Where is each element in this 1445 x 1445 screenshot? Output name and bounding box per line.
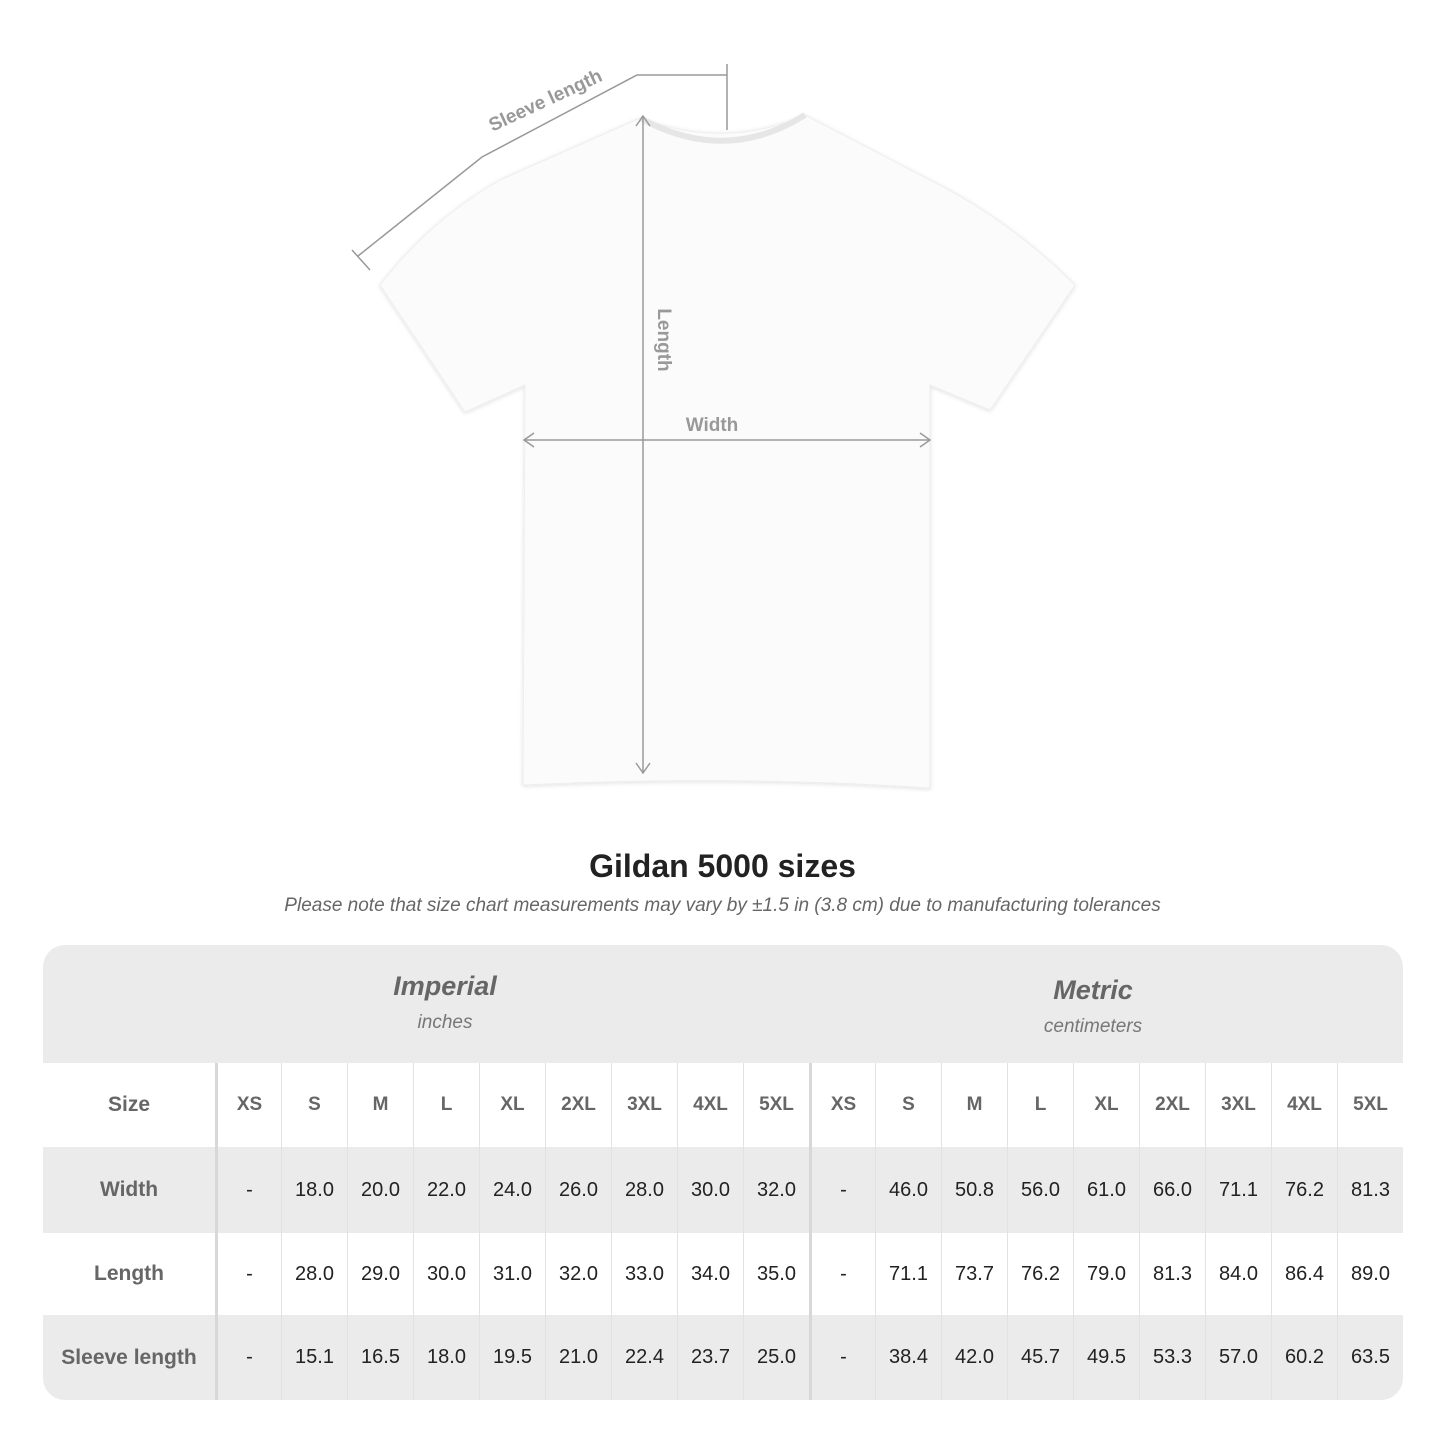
metric-cell: M	[941, 1063, 1007, 1147]
metric-cell: 2XL	[1139, 1063, 1205, 1147]
imperial-cell: 4XL	[677, 1063, 743, 1147]
metric-cell: 73.7	[941, 1233, 1007, 1315]
imperial-cell: 3XL	[611, 1063, 677, 1147]
metric-cell: 71.1	[1205, 1147, 1271, 1233]
metric-cell: 63.5	[1337, 1315, 1403, 1400]
metric-cell: 66.0	[1139, 1147, 1205, 1233]
imperial-cell: L	[413, 1063, 479, 1147]
imperial-cell: 22.0	[413, 1147, 479, 1233]
metric-cell: 76.2	[1007, 1233, 1073, 1315]
table-row: Length -28.0 29.0 30.0 31.0 32.0 33.0 34.0 35.0-…	[43, 1233, 1403, 1315]
imperial-cell: 2XL	[545, 1063, 611, 1147]
metric-cell: XS	[809, 1063, 875, 1147]
metric-cell: 38.4	[875, 1315, 941, 1400]
row-label: Sleeve length	[61, 1345, 197, 1369]
imperial-cell: 33.0	[611, 1233, 677, 1315]
imperial-cell: 35.0	[743, 1233, 809, 1315]
imperial-cell: 22.4	[611, 1315, 677, 1400]
size-table: Imperial inches Metric centimeters Size X…	[43, 945, 1403, 1400]
metric-cell: 60.2	[1271, 1315, 1337, 1400]
imperial-cell: 32.0	[743, 1147, 809, 1233]
row-label: Size	[107, 1093, 151, 1116]
metric-cell: 45.7	[1007, 1315, 1073, 1400]
metric-cell: 61.0	[1073, 1147, 1139, 1233]
imperial-cell: 29.0	[347, 1233, 413, 1315]
metric-cell: 56.0	[1007, 1147, 1073, 1233]
metric-cell: -	[809, 1233, 875, 1315]
metric-cell: S	[875, 1063, 941, 1147]
metric-cell: 49.5	[1073, 1315, 1139, 1400]
imperial-cell: 20.0	[347, 1147, 413, 1233]
metric-cell: 71.1	[875, 1233, 941, 1315]
metric-cell: L	[1007, 1063, 1073, 1147]
metric-title: Metric	[1053, 975, 1133, 1005]
metric-cell: 46.0	[875, 1147, 941, 1233]
tolerance-note: Please note that size chart measurements…	[284, 895, 1161, 916]
imperial-cell: 34.0	[677, 1233, 743, 1315]
imperial-header: Imperial inches	[215, 971, 675, 1034]
imperial-cell: 5XL	[743, 1063, 809, 1147]
metric-cell: 42.0	[941, 1315, 1007, 1400]
imperial-cell: 30.0	[677, 1147, 743, 1233]
imperial-unit: inches	[417, 1012, 473, 1033]
metric-cell: 3XL	[1205, 1063, 1271, 1147]
imperial-cell: 15.1	[281, 1315, 347, 1400]
length-label: Length	[653, 308, 674, 371]
measurement-lines	[351, 64, 932, 775]
metric-header: Metric centimeters	[863, 975, 1323, 1038]
imperial-cell: 24.0	[479, 1147, 545, 1233]
tshirt-diagram: Sleeve length Length Width	[351, 64, 1076, 789]
tshirt-shape	[379, 114, 1076, 789]
imperial-cell: M	[347, 1063, 413, 1147]
imperial-cell: -	[215, 1315, 281, 1400]
table-header: Imperial inches Metric centimeters	[43, 945, 1403, 1063]
metric-cell: 76.2	[1271, 1147, 1337, 1233]
size-header-row: Size XS S M L XL 2XL 3XL 4XL 5XL XS S M L XL 2XL 3XL 4XL 5…	[43, 1063, 1403, 1147]
imperial-cell: 30.0	[413, 1233, 479, 1315]
metric-cell: 79.0	[1073, 1233, 1139, 1315]
metric-cell: 4XL	[1271, 1063, 1337, 1147]
metric-cell: XL	[1073, 1063, 1139, 1147]
imperial-cell: 26.0	[545, 1147, 611, 1233]
imperial-cell: 19.5	[479, 1315, 545, 1400]
imperial-cell: 28.0	[281, 1233, 347, 1315]
table-row: Sleeve length -15.1 16.5 18.0 19.5 21.0 22.4 23…	[43, 1315, 1403, 1400]
imperial-title: Imperial	[393, 971, 497, 1001]
metric-cell: 5XL	[1337, 1063, 1403, 1147]
imperial-cell: 16.5	[347, 1315, 413, 1400]
row-label: Width	[99, 1178, 159, 1201]
imperial-cell: 18.0	[413, 1315, 479, 1400]
imperial-cell: 23.7	[677, 1315, 743, 1400]
imperial-cell: 31.0	[479, 1233, 545, 1315]
metric-cell: -	[809, 1315, 875, 1400]
metric-cell: 81.3	[1139, 1233, 1205, 1315]
metric-cell: -	[809, 1147, 875, 1233]
imperial-cell: 32.0	[545, 1233, 611, 1315]
imperial-cell: 18.0	[281, 1147, 347, 1233]
metric-cell: 86.4	[1271, 1233, 1337, 1315]
imperial-cell: XL	[479, 1063, 545, 1147]
metric-cell: 84.0	[1205, 1233, 1271, 1315]
metric-unit: centimeters	[1043, 1016, 1143, 1037]
metric-cell: 53.3	[1139, 1315, 1205, 1400]
imperial-cell: XS	[215, 1063, 281, 1147]
metric-cell: 81.3	[1337, 1147, 1403, 1233]
table-row: Width -18.0 20.0 22.0 24.0 26.0 28.0 30.0 32.0-4…	[43, 1147, 1403, 1233]
imperial-cell: -	[215, 1147, 281, 1233]
imperial-cell: 28.0	[611, 1147, 677, 1233]
row-label: Length	[94, 1262, 164, 1285]
imperial-cell: S	[281, 1063, 347, 1147]
metric-cell: 57.0	[1205, 1315, 1271, 1400]
width-label: Width	[686, 415, 739, 436]
page-title: Gildan 5000 sizes	[589, 848, 856, 884]
metric-cell: 89.0	[1337, 1233, 1403, 1315]
imperial-cell: -	[215, 1233, 281, 1315]
imperial-cell: 21.0	[545, 1315, 611, 1400]
imperial-cell: 25.0	[743, 1315, 809, 1400]
metric-cell: 50.8	[941, 1147, 1007, 1233]
